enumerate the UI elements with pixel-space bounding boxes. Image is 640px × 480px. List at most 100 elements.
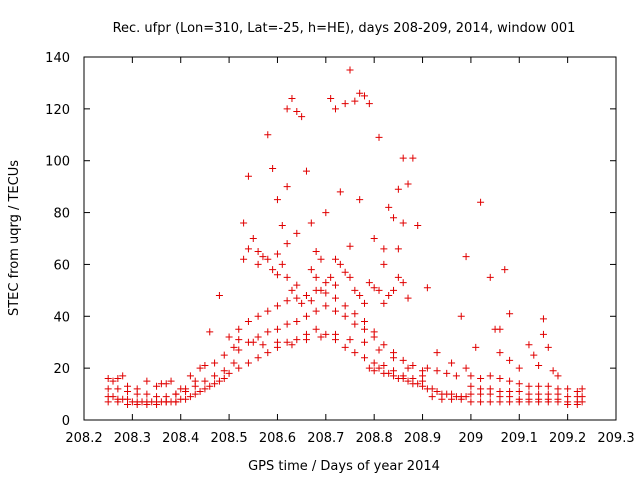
- data-point: [365, 100, 373, 108]
- data-point: [225, 369, 233, 377]
- y-tick-label: 0: [62, 414, 70, 429]
- data-point: [414, 222, 422, 230]
- data-point: [211, 372, 219, 380]
- data-point: [302, 312, 310, 320]
- data-point: [196, 364, 204, 372]
- data-point: [351, 97, 359, 105]
- data-point: [549, 367, 557, 375]
- data-point: [486, 398, 494, 406]
- data-point: [307, 219, 315, 227]
- data-point: [399, 356, 407, 364]
- data-point: [327, 94, 335, 102]
- data-point: [133, 390, 141, 398]
- data-point: [273, 271, 281, 279]
- data-point: [322, 302, 330, 310]
- data-point: [496, 375, 504, 383]
- data-point: [496, 349, 504, 357]
- data-point: [506, 398, 514, 406]
- data-point: [109, 393, 117, 401]
- data-point: [578, 398, 586, 406]
- data-point: [177, 385, 185, 393]
- data-point: [496, 325, 504, 333]
- data-point: [331, 281, 339, 289]
- data-point: [317, 333, 325, 341]
- data-point: [370, 359, 378, 367]
- data-point: [341, 100, 349, 108]
- data-point: [201, 377, 209, 385]
- data-point: [215, 377, 223, 385]
- data-point: [273, 325, 281, 333]
- data-point: [399, 375, 407, 383]
- data-point: [515, 398, 523, 406]
- data-point: [370, 284, 378, 292]
- chart-title: Rec. ufpr (Lon=310, Lat=-25, h=HE), days…: [113, 21, 576, 36]
- data-point: [196, 387, 204, 395]
- data-point: [394, 185, 402, 193]
- data-point: [515, 387, 523, 395]
- data-point: [462, 393, 470, 401]
- data-point: [351, 349, 359, 357]
- data-point: [390, 354, 398, 362]
- data-point: [530, 351, 538, 359]
- data-point: [220, 375, 228, 383]
- data-point: [380, 362, 388, 370]
- data-point: [486, 372, 494, 380]
- data-point: [336, 188, 344, 196]
- y-tick-label: 20: [53, 362, 70, 377]
- data-point: [162, 398, 170, 406]
- data-point: [365, 364, 373, 372]
- data-point: [423, 364, 431, 372]
- data-point: [283, 105, 291, 113]
- data-point: [380, 245, 388, 253]
- data-point: [278, 222, 286, 230]
- x-tick-label: 208.5: [210, 431, 247, 446]
- data-point: [312, 325, 320, 333]
- data-point: [564, 400, 572, 408]
- data-point: [535, 382, 543, 390]
- data-point: [312, 247, 320, 255]
- data-point: [438, 395, 446, 403]
- data-point: [331, 105, 339, 113]
- data-point: [341, 268, 349, 276]
- data-point: [462, 364, 470, 372]
- data-point: [331, 307, 339, 315]
- data-point: [186, 393, 194, 401]
- data-point: [273, 250, 281, 258]
- data-point: [191, 382, 199, 390]
- data-point: [361, 354, 369, 362]
- data-point: [452, 372, 460, 380]
- data-point: [544, 398, 552, 406]
- data-point: [254, 260, 262, 268]
- data-point: [327, 273, 335, 281]
- data-point: [399, 219, 407, 227]
- data-point: [293, 336, 301, 344]
- y-tick-label: 80: [53, 207, 70, 222]
- data-point: [172, 390, 180, 398]
- data-point: [404, 294, 412, 302]
- y-tick-label: 140: [45, 51, 70, 66]
- data-point: [390, 372, 398, 380]
- x-tick-label: 209.1: [501, 431, 538, 446]
- data-point: [564, 385, 572, 393]
- x-tick-label: 209: [458, 431, 483, 446]
- data-point: [264, 255, 272, 263]
- data-point: [264, 349, 272, 357]
- data-point: [302, 167, 310, 175]
- data-point: [404, 364, 412, 372]
- data-point: [220, 367, 228, 375]
- data-point: [220, 351, 228, 359]
- y-tick-label: 40: [53, 310, 70, 325]
- data-point: [428, 385, 436, 393]
- data-point: [206, 382, 214, 390]
- data-point: [191, 390, 199, 398]
- data-point: [486, 273, 494, 281]
- data-point: [380, 260, 388, 268]
- data-point: [331, 330, 339, 338]
- data-point: [385, 369, 393, 377]
- data-point: [433, 387, 441, 395]
- data-point: [307, 266, 315, 274]
- data-point: [351, 310, 359, 318]
- data-point: [370, 235, 378, 242]
- data-point: [124, 400, 132, 408]
- data-point: [370, 328, 378, 336]
